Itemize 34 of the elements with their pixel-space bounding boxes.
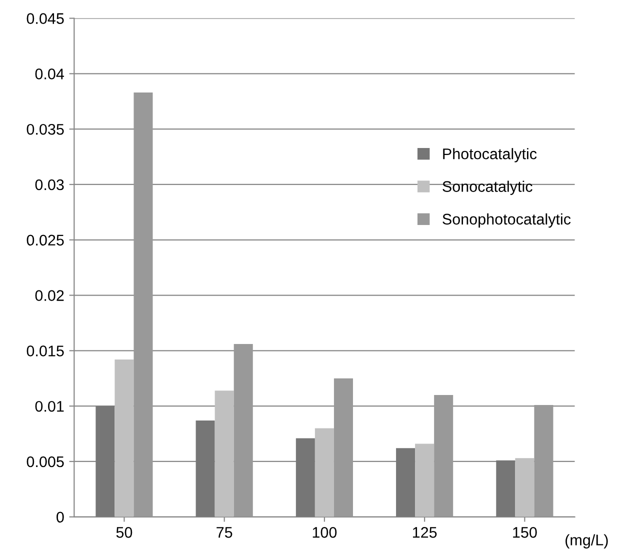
bar bbox=[534, 404, 554, 517]
legend-label: Photocatalytic bbox=[443, 148, 537, 162]
x-tick-label: 50 bbox=[116, 527, 132, 538]
legend-label: Sonophotocatalytic bbox=[442, 213, 571, 228]
x-tick-label: 150 bbox=[513, 527, 537, 538]
bar bbox=[396, 448, 416, 517]
y-tick-label: 0 bbox=[56, 512, 64, 523]
bar bbox=[314, 428, 334, 517]
x-tick-label: 125 bbox=[412, 527, 437, 538]
y-tick-label: 0.04 bbox=[35, 68, 64, 80]
bar bbox=[134, 92, 153, 517]
bar bbox=[515, 458, 534, 517]
bar bbox=[434, 395, 454, 517]
y-tick-label: 0.045 bbox=[26, 13, 64, 24]
y-tick-label: 0.02 bbox=[35, 290, 64, 301]
y-tick-label: 0.03 bbox=[35, 179, 64, 190]
bar bbox=[114, 360, 134, 517]
bar bbox=[234, 344, 253, 517]
y-tick-label: 0.01 bbox=[35, 400, 64, 412]
bar bbox=[415, 444, 434, 517]
bar bbox=[334, 378, 353, 517]
bar bbox=[96, 406, 115, 517]
x-tick-label: 75 bbox=[216, 527, 232, 538]
y-tick-label: 0.035 bbox=[26, 124, 64, 135]
y-tick-label: 0.005 bbox=[26, 456, 64, 468]
legend-label: Sonocatalytic bbox=[442, 180, 532, 195]
x-tick-label: 100 bbox=[312, 527, 337, 538]
bar bbox=[496, 460, 516, 517]
y-tick-label: 0.025 bbox=[26, 234, 64, 246]
x-axis-title: (mg/L) bbox=[566, 534, 608, 548]
y-tick-label: 0.015 bbox=[26, 346, 64, 356]
bar bbox=[214, 390, 234, 517]
bar bbox=[296, 438, 315, 517]
bar bbox=[196, 420, 215, 517]
